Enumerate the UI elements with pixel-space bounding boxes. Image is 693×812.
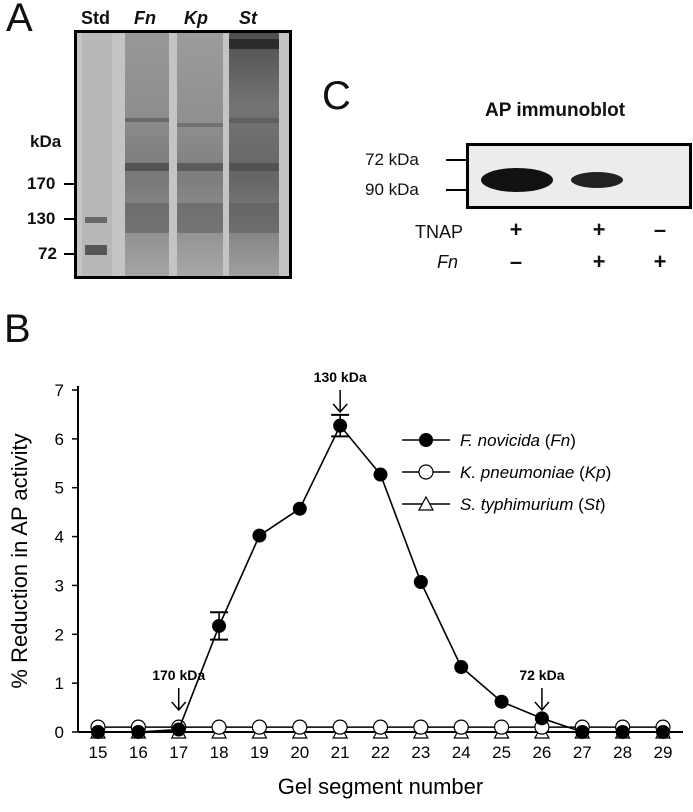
data-point-series-0 [656,725,670,739]
blot-marker-90: 90 kDa [365,180,419,199]
immunoblot-bands [481,168,623,192]
y-tick-label: 2 [55,625,64,644]
legend-marker [418,464,434,480]
annotation-arrow-head [171,701,187,712]
row-label-tnap: TNAP [415,222,464,242]
x-tick-label: 26 [532,743,551,762]
lane-label-std: Std [81,8,110,28]
annotation-label: 130 kDa [314,369,367,385]
sign-tnap-lane1: + [509,217,523,242]
data-point-series-0 [413,575,428,590]
x-tick-label: 29 [654,743,673,762]
x-tick-label: 19 [250,743,269,762]
x-tick-label: 15 [89,743,108,762]
y-tick-label: 3 [55,576,64,595]
x-tick-label: 20 [290,743,309,762]
data-point-series-1 [292,719,308,735]
y-tick-label: 1 [55,674,64,693]
x-tick-label: 28 [613,743,632,762]
annotation-label: 170 kDa [152,667,205,683]
legend-marker [419,433,433,447]
legend-entry: K. pneumoniae (Kp) [460,463,611,482]
data-point-series-0 [575,725,590,739]
mw-marker-72: 72 [38,244,57,263]
sign-tnap-lane2: + [592,217,606,242]
data-point-series-0 [494,694,509,709]
data-point-series-0 [292,501,307,516]
data-point-series-1 [493,719,510,735]
data-point-series-0 [333,418,348,433]
mw-marker-130: 130 [27,209,56,228]
x-tick-label: 23 [411,743,430,762]
panel-c-letter: C [322,74,351,118]
x-tick-label: 25 [492,743,511,762]
legend-marker [417,495,435,511]
data-point-series-0 [252,528,267,543]
lane-label-fn: Fn [134,8,156,28]
sds-page-gel-image [74,30,292,279]
data-point-series-1 [453,719,469,735]
annotation-arrow-head [332,403,348,414]
annotation-label: 72 kDa [519,667,564,683]
legend-entry: F. novicida (Fn) [460,431,576,450]
mw-marker-170: 170 [27,174,56,193]
lane-label-kp: Kp [184,8,208,28]
data-point-series-0 [615,725,630,739]
legend-entry: S. typhimurium (St) [460,495,606,514]
data-point-series-0 [534,711,549,726]
sign-fn-lane1: – [509,249,523,274]
sign-fn-lane3: + [653,249,667,274]
data-point-series-1 [211,719,227,735]
panel-b-letter: B [4,307,31,351]
data-point-series-1 [251,719,268,735]
x-axis-label: Gel segment number [278,774,483,799]
y-tick-label: 4 [55,528,64,547]
x-tick-label: 22 [371,743,390,762]
x-tick-label: 17 [169,743,188,762]
row-label-fn: Fn [437,252,459,272]
data-point-series-0 [171,722,186,737]
panel-a-letter: A [6,0,33,40]
x-tick-label: 24 [452,743,471,762]
x-tick-label: 21 [331,743,350,762]
x-tick-label: 16 [129,743,148,762]
blot-marker-72: 72 kDa [365,150,419,169]
y-axis-label: % Reduction in AP activity [7,433,32,688]
data-point-series-1 [332,719,348,735]
data-point-series-0 [131,725,146,739]
y-tick-label: 0 [55,723,64,742]
data-point-series-0 [454,660,469,675]
sign-tnap-lane3: – [653,217,667,242]
sign-fn-lane2: + [592,249,606,274]
gel-lanes-graphic [77,33,289,276]
blot-title: AP immunoblot [485,100,626,121]
x-tick-label: 27 [573,743,592,762]
data-point-series-1 [413,719,429,735]
x-tick-label: 18 [210,743,229,762]
data-point-series-1 [372,719,389,735]
data-point-series-0 [91,725,105,739]
immunoblot-image [466,143,692,209]
y-tick-label: 6 [55,430,64,449]
y-tick-label: 5 [55,479,64,498]
data-point-series-0 [373,467,388,482]
lane-label-st: St [239,8,257,28]
annotation-arrow-head [534,701,550,712]
data-point-series-0 [212,618,227,633]
kda-unit-label: kDa [30,132,62,151]
y-tick-label: 7 [55,381,64,400]
blot-marker-ticks [446,159,466,191]
